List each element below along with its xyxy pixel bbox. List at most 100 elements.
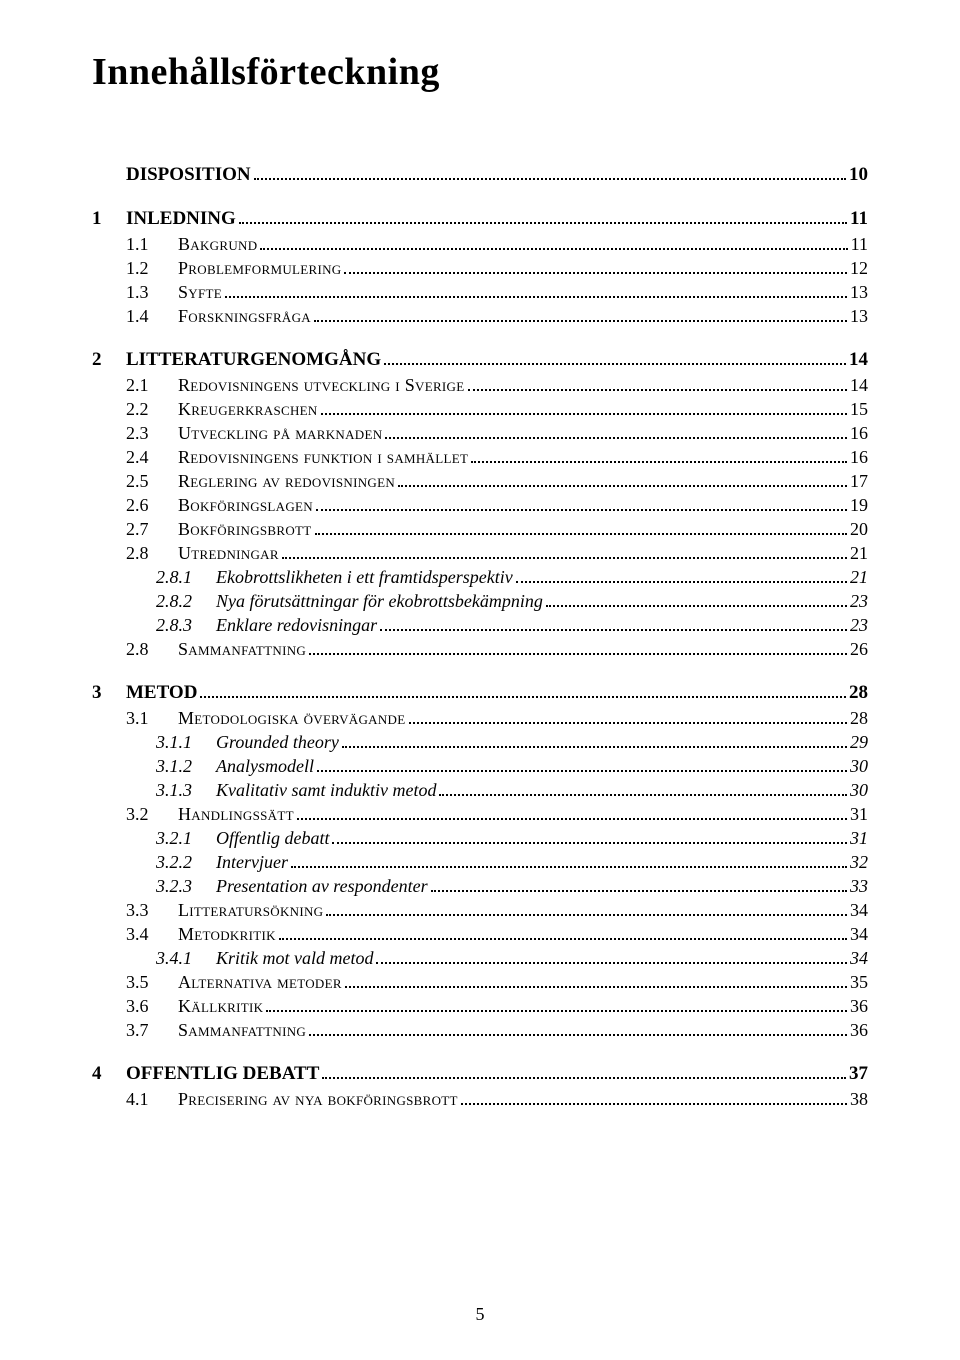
toc-entry: 3.1Metodologiska övervägande28 bbox=[92, 708, 868, 729]
toc-entry-number: 4.1 bbox=[126, 1089, 178, 1110]
toc-entry: 3.2Handlingssätt31 bbox=[92, 804, 868, 825]
toc-entry-page: 15 bbox=[850, 399, 868, 420]
toc-entry-number: 2 bbox=[92, 349, 126, 371]
toc-entry: 3.1.3Kvalitativ samt induktiv metod30 bbox=[92, 780, 868, 801]
toc-entry-number: 2.8 bbox=[126, 543, 178, 564]
toc-entry-text: Nya förutsättningar för ekobrottsbekämpn… bbox=[216, 591, 543, 612]
toc-entry-page: 20 bbox=[850, 519, 868, 540]
toc-leader-dots bbox=[332, 829, 847, 844]
toc-entry: 2.2Kreugerkraschen 15 bbox=[92, 399, 868, 420]
toc-leader-dots bbox=[344, 259, 847, 274]
toc-entry-text: Litteratursökning bbox=[178, 900, 323, 921]
toc-leader-dots bbox=[316, 496, 847, 511]
toc-entry-number: 2.1 bbox=[126, 375, 178, 396]
toc-entry: 3.2.1Offentlig debatt31 bbox=[92, 828, 868, 849]
toc-leader-dots bbox=[309, 1021, 847, 1036]
toc-entry-page: 26 bbox=[850, 639, 868, 660]
toc-leader-dots bbox=[345, 973, 847, 988]
toc-entry-text: Bokföringsbrott bbox=[178, 519, 312, 540]
toc-entry-text: Sammanfattning bbox=[178, 639, 306, 660]
toc-entry-text: Sammanfattning bbox=[178, 1020, 306, 1041]
toc-entry-page: 21 bbox=[850, 543, 868, 564]
toc-leader-dots bbox=[225, 283, 847, 298]
toc-entry-text: Handlingssätt bbox=[178, 804, 294, 825]
toc-entry-text: Precisering av nya bokföringsbrott bbox=[178, 1089, 458, 1110]
toc-leader-dots bbox=[254, 165, 846, 180]
toc-entry-text: Metodologiska övervägande bbox=[178, 708, 406, 729]
toc-leader-dots bbox=[317, 757, 847, 772]
toc-entry: 3.1.1Grounded theory29 bbox=[92, 732, 868, 753]
toc-entry-page: 34 bbox=[850, 900, 868, 921]
toc-entry-text: Bokföringslagen bbox=[178, 495, 313, 516]
toc-entry-page: 19 bbox=[850, 495, 868, 516]
toc-entry: 2.7Bokföringsbrott 20 bbox=[92, 519, 868, 540]
toc-entry: 1.4Forskningsfråga13 bbox=[92, 306, 868, 327]
toc-entry-number: 2.5 bbox=[126, 471, 178, 492]
toc-entry-number: 3.2.2 bbox=[156, 852, 216, 873]
toc-entry-text: Enklare redovisningar bbox=[216, 615, 377, 636]
toc-leader-dots bbox=[266, 997, 847, 1012]
toc-entry-number: 2.7 bbox=[126, 519, 178, 540]
toc-entry-number: 1.1 bbox=[126, 234, 178, 255]
toc-entry-number: 2.2 bbox=[126, 399, 178, 420]
toc-entry-text: Alternativa metoder bbox=[178, 972, 342, 993]
toc-entry-text: Kreugerkraschen bbox=[178, 399, 318, 420]
toc-leader-dots bbox=[309, 640, 847, 655]
toc-leader-dots bbox=[376, 949, 847, 964]
toc-entry: 3.7Sammanfattning36 bbox=[92, 1020, 868, 1041]
toc-entry: 3.4Metodkritik34 bbox=[92, 924, 868, 945]
toc-entry-page: 23 bbox=[850, 615, 868, 636]
toc-entry-number: 3.4 bbox=[126, 924, 178, 945]
toc-entry: 2.5Reglering av redovisningen17 bbox=[92, 471, 868, 492]
toc-leader-dots bbox=[431, 877, 847, 892]
toc-leader-dots bbox=[322, 1064, 846, 1079]
toc-leader-dots bbox=[326, 901, 847, 916]
toc-entry-number: 3.7 bbox=[126, 1020, 178, 1041]
toc-leader-dots bbox=[468, 376, 848, 391]
toc-entry-text: Metodkritik bbox=[178, 924, 276, 945]
toc-entry: 1INLEDNING11 bbox=[92, 208, 868, 230]
toc-entry: 2.8Sammanfattning26 bbox=[92, 639, 868, 660]
toc-entry: 2.8.3Enklare redovisningar23 bbox=[92, 615, 868, 636]
toc-leader-dots bbox=[398, 472, 847, 487]
toc-entry: 2.1Redovisningens utveckling i Sverige14 bbox=[92, 375, 868, 396]
toc-entry-text: Bakgrund bbox=[178, 234, 257, 255]
toc-entry-page: 28 bbox=[849, 682, 868, 704]
toc-entry-number: 3.2.1 bbox=[156, 828, 216, 849]
toc-entry-page: 33 bbox=[850, 876, 868, 897]
toc-entry: DISPOSITION10 bbox=[92, 164, 868, 186]
toc-entry-number: 3.5 bbox=[126, 972, 178, 993]
toc-entry-text: Offentlig debatt bbox=[216, 828, 329, 849]
toc-leader-dots bbox=[282, 544, 847, 559]
toc-leader-dots bbox=[279, 925, 847, 940]
toc-entry-page: 23 bbox=[850, 591, 868, 612]
page-number: 5 bbox=[0, 1304, 960, 1325]
toc-leader-dots bbox=[384, 350, 846, 365]
toc-entry-page: 34 bbox=[850, 948, 868, 969]
toc-entry-number: 3.1.1 bbox=[156, 732, 216, 753]
toc-leader-dots bbox=[439, 781, 847, 796]
toc-entry-number: 1.3 bbox=[126, 282, 178, 303]
toc-entry-text: DISPOSITION bbox=[126, 164, 251, 186]
toc-leader-dots bbox=[260, 235, 847, 250]
toc-entry-number: 4 bbox=[92, 1063, 126, 1085]
toc-entry-number: 2.6 bbox=[126, 495, 178, 516]
toc-entry: 1.1Bakgrund11 bbox=[92, 234, 868, 255]
toc-leader-dots bbox=[321, 400, 847, 415]
toc-entry-page: 38 bbox=[850, 1089, 868, 1110]
toc-leader-dots bbox=[471, 448, 847, 463]
toc-entry-page: 14 bbox=[849, 349, 868, 371]
toc-entry: 2.8Utredningar21 bbox=[92, 543, 868, 564]
toc-entry-text: Problemformulering bbox=[178, 258, 341, 279]
toc-entry-text: Källkritik bbox=[178, 996, 263, 1017]
toc-entry-text: METOD bbox=[126, 682, 197, 704]
toc-entry-text: Presentation av respondenter bbox=[216, 876, 428, 897]
toc-entry: 3.6Källkritik36 bbox=[92, 996, 868, 1017]
toc-entry-text: Syfte bbox=[178, 282, 222, 303]
toc-entry: 3METOD28 bbox=[92, 682, 868, 704]
toc-entry: 2.4Redovisningens funktion i samhället16 bbox=[92, 447, 868, 468]
toc-entry-text: Grounded theory bbox=[216, 732, 339, 753]
toc-entry-number: 3.6 bbox=[126, 996, 178, 1017]
toc-entry-text: Ekobrottslikheten i ett framtidsperspekt… bbox=[216, 567, 513, 588]
toc-entry-page: 31 bbox=[850, 804, 868, 825]
